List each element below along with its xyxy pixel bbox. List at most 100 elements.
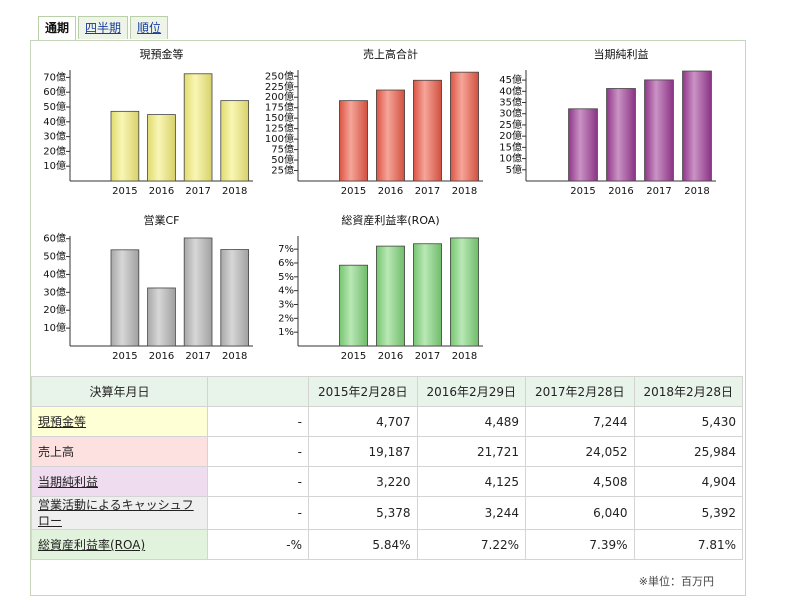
y-tick-label: 50億 bbox=[43, 250, 66, 263]
y-tick-label: 30億 bbox=[43, 285, 66, 298]
chart-title-cash: 現預金等 bbox=[140, 47, 184, 61]
y-tick-label: 20億 bbox=[43, 144, 66, 157]
y-tick-label: 10億 bbox=[43, 321, 66, 334]
row-label-operating-cf[interactable]: 営業活動によるキャッシュフロー bbox=[31, 496, 208, 530]
bar-net-income-2017 bbox=[644, 79, 674, 182]
y-tick-label: 125億 bbox=[265, 122, 294, 135]
cell: 21,721 bbox=[416, 436, 526, 467]
y-tick-label: 5億 bbox=[506, 163, 522, 176]
header-2017: 2017年2月28日 bbox=[525, 376, 635, 407]
row-label-cash[interactable]: 現預金等 bbox=[31, 406, 208, 437]
bar-sales-2016 bbox=[376, 89, 405, 182]
y-tick-label: 45億 bbox=[499, 73, 522, 86]
header-date-label: 決算年月日 bbox=[31, 376, 208, 407]
chart-title-net-income: 当期純利益 bbox=[594, 47, 649, 61]
chart-title-sales: 売上高合計 bbox=[363, 47, 418, 61]
x-tick-label: 2015 bbox=[341, 186, 366, 197]
cell: 6,040 bbox=[525, 496, 635, 530]
cell: 5,430 bbox=[633, 406, 743, 437]
tab-ranking[interactable]: 順位 bbox=[130, 16, 169, 39]
bar-net-income-2018 bbox=[682, 70, 712, 182]
bar-sales-2015 bbox=[339, 100, 368, 182]
cell: - bbox=[207, 406, 309, 437]
table-row: 総資産利益率(ROA) -% 5.84% 7.22% 7.39% 7.81% bbox=[31, 529, 743, 560]
y-tick-label: 15億 bbox=[499, 140, 522, 153]
row-label-net-income[interactable]: 当期純利益 bbox=[31, 466, 208, 497]
cell: 3,244 bbox=[416, 496, 526, 530]
y-tick-label: 30億 bbox=[43, 130, 66, 143]
cell: 4,508 bbox=[525, 466, 635, 497]
cell: 4,904 bbox=[633, 466, 743, 497]
unit-note: ※単位：百万円 bbox=[638, 575, 714, 588]
y-tick-label: 40億 bbox=[499, 84, 522, 97]
y-tick-label: 60億 bbox=[43, 85, 66, 98]
bar-roa-2017 bbox=[413, 243, 442, 347]
y-tick-label: 200億 bbox=[265, 90, 294, 103]
y-tick-label: 150億 bbox=[265, 111, 294, 124]
y-tick-label: 1% bbox=[278, 327, 294, 338]
cell: 4,125 bbox=[416, 466, 526, 497]
bar-sales-2018 bbox=[450, 71, 479, 182]
bar-cash-2015 bbox=[110, 110, 140, 182]
x-tick-label: 2018 bbox=[452, 186, 477, 197]
y-tick-label: 6% bbox=[278, 258, 294, 269]
chart-title-roa: 総資産利益率(ROA) bbox=[341, 213, 439, 227]
header-2016: 2016年2月29日 bbox=[416, 376, 526, 407]
row-label-roa[interactable]: 総資産利益率(ROA) bbox=[31, 529, 208, 560]
y-tick-label: 100億 bbox=[265, 132, 294, 145]
financial-table: 決算年月日 2015年2月28日 2016年2月29日 2017年2月28日 2… bbox=[31, 376, 743, 560]
bar-cash-2017 bbox=[183, 73, 213, 182]
x-tick-label: 2018 bbox=[452, 351, 477, 362]
cell: 4,707 bbox=[308, 406, 418, 437]
y-tick-label: 3% bbox=[278, 299, 294, 310]
bar-net-income-2015 bbox=[568, 108, 598, 182]
x-tick-label: 2015 bbox=[112, 186, 137, 197]
cell: -% bbox=[207, 529, 309, 560]
bar-operating-cf-2016 bbox=[147, 287, 176, 347]
bar-roa-2018 bbox=[450, 237, 479, 347]
x-tick-label: 2018 bbox=[684, 186, 709, 197]
bar-sales-2017 bbox=[413, 79, 442, 182]
y-tick-label: 40億 bbox=[43, 267, 66, 280]
y-tick-label: 50億 bbox=[43, 100, 66, 113]
y-tick-label: 25億 bbox=[271, 164, 294, 177]
cell: 25,984 bbox=[633, 436, 743, 467]
chart-title-operating-cf: 営業CF bbox=[143, 213, 179, 227]
cell: - bbox=[207, 466, 309, 497]
y-tick-label: 7% bbox=[278, 244, 294, 255]
bar-operating-cf-2015 bbox=[110, 249, 140, 347]
period-tabs: 通期 四半期 順位 bbox=[38, 16, 170, 40]
cell: 7.39% bbox=[525, 529, 635, 560]
tab-quarterly[interactable]: 四半期 bbox=[78, 16, 129, 39]
x-tick-label: 2016 bbox=[378, 186, 403, 197]
x-tick-label: 2016 bbox=[149, 186, 174, 197]
cell: 24,052 bbox=[525, 436, 635, 467]
cell: 7.81% bbox=[633, 529, 743, 560]
y-tick-label: 40億 bbox=[43, 115, 66, 128]
x-tick-label: 2017 bbox=[185, 186, 210, 197]
header-2015: 2015年2月28日 bbox=[308, 376, 418, 407]
y-tick-label: 75億 bbox=[271, 143, 294, 156]
cell: 4,489 bbox=[416, 406, 526, 437]
y-tick-label: 30億 bbox=[499, 107, 522, 120]
x-tick-label: 2015 bbox=[341, 351, 366, 362]
table-header-row: 決算年月日 2015年2月28日 2016年2月29日 2017年2月28日 2… bbox=[31, 376, 743, 407]
y-tick-label: 60億 bbox=[43, 232, 66, 245]
y-tick-label: 2% bbox=[278, 313, 294, 324]
tab-annual[interactable]: 通期 bbox=[38, 16, 77, 40]
cell: 7.22% bbox=[416, 529, 526, 560]
bar-roa-2016 bbox=[376, 245, 405, 347]
bar-cash-2016 bbox=[147, 114, 176, 182]
y-tick-label: 70億 bbox=[43, 70, 66, 83]
x-tick-label: 2017 bbox=[415, 186, 440, 197]
y-tick-label: 10億 bbox=[499, 152, 522, 165]
x-tick-label: 2017 bbox=[185, 351, 210, 362]
cell: - bbox=[207, 436, 309, 467]
y-tick-label: 225億 bbox=[265, 80, 294, 93]
table-row: 売上高 - 19,187 21,721 24,052 25,984 bbox=[31, 436, 743, 467]
cell: 19,187 bbox=[308, 436, 418, 467]
x-tick-label: 2018 bbox=[222, 351, 247, 362]
x-tick-label: 2016 bbox=[149, 351, 174, 362]
y-tick-label: 20億 bbox=[499, 129, 522, 142]
